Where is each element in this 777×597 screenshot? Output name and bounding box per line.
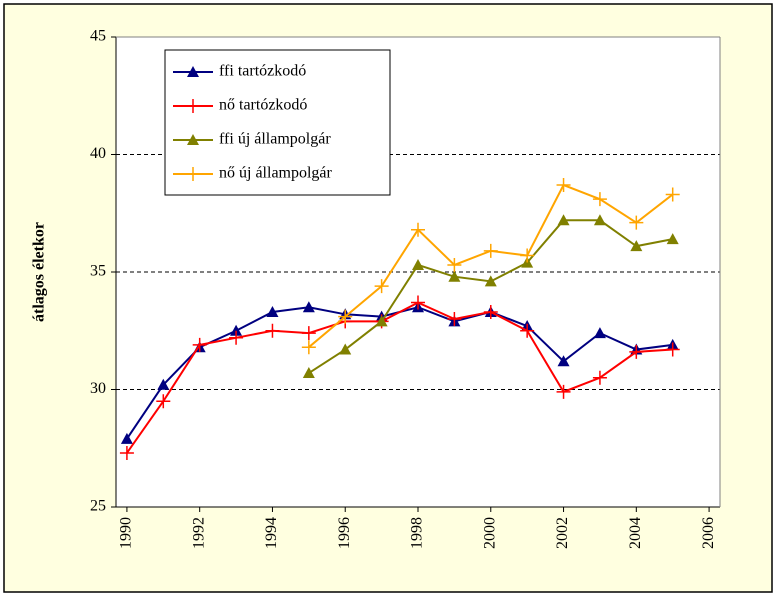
x-tick-label: 1996 <box>336 517 353 549</box>
y-tick-label: 40 <box>90 145 106 162</box>
point <box>448 270 461 282</box>
point <box>666 233 679 245</box>
series-line <box>126 301 673 454</box>
point <box>192 337 207 352</box>
point <box>266 305 279 317</box>
point <box>484 275 497 287</box>
point <box>412 258 424 270</box>
x-tick-label: 2002 <box>554 517 571 549</box>
point <box>230 324 243 336</box>
point <box>556 384 571 399</box>
y-tick-label: 45 <box>90 28 106 45</box>
x-tick-label: 2000 <box>481 517 498 549</box>
point <box>411 222 425 237</box>
y-tick-label: 30 <box>90 380 106 397</box>
point <box>592 192 607 207</box>
point <box>301 326 316 341</box>
point <box>302 367 315 379</box>
x-tick-label: 1998 <box>409 517 426 549</box>
point <box>557 355 570 367</box>
point <box>339 343 352 355</box>
x-tick-label: 2004 <box>627 517 644 549</box>
point <box>301 340 316 355</box>
legend-label: ffi tartózkodó <box>219 63 306 80</box>
point <box>120 432 133 444</box>
point <box>592 370 607 385</box>
y-tick-label: 25 <box>90 498 106 515</box>
point <box>119 445 134 460</box>
point <box>593 214 606 226</box>
point <box>447 312 462 326</box>
point <box>629 344 644 359</box>
legend <box>164 49 391 196</box>
point <box>593 327 606 339</box>
point <box>629 215 644 230</box>
legend-label: nő tartózkodó <box>219 97 307 114</box>
point <box>557 214 570 226</box>
point <box>157 378 170 390</box>
x-tick-label: 1990 <box>118 517 135 549</box>
point <box>229 330 244 345</box>
point <box>556 178 571 193</box>
y-axis-label: átlagos életkor <box>31 222 48 322</box>
point <box>374 279 389 294</box>
legend-marker <box>187 66 199 77</box>
point <box>375 315 388 327</box>
legend-label: nő új állampolgár <box>219 165 333 182</box>
y-tick-label: 35 <box>90 263 106 280</box>
legend-marker <box>186 99 200 113</box>
point <box>665 187 680 202</box>
point <box>338 309 353 324</box>
point <box>411 295 425 310</box>
point <box>265 323 280 338</box>
point <box>302 301 315 313</box>
point <box>447 257 462 272</box>
x-tick-label: 2006 <box>700 517 717 549</box>
point <box>156 394 171 409</box>
legend-label: ffi új állampolgár <box>219 131 331 148</box>
point <box>483 304 498 319</box>
point <box>520 323 535 338</box>
legend-marker <box>187 134 199 145</box>
point <box>483 243 498 258</box>
point <box>665 342 680 357</box>
point <box>630 240 643 252</box>
x-tick-label: 1992 <box>190 517 207 549</box>
point <box>520 248 535 263</box>
x-tick-label: 1994 <box>263 517 280 549</box>
legend-marker <box>186 167 200 181</box>
